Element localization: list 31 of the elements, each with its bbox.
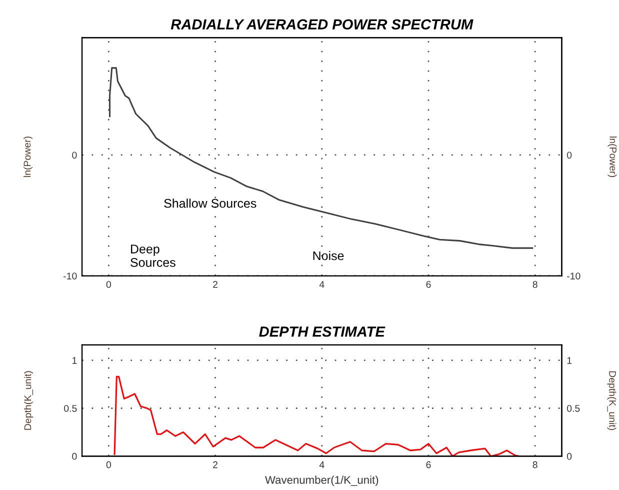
y-tick-label: 0.5	[64, 404, 77, 412]
y-tick-label: 1	[72, 357, 77, 364]
y2-tick-label: 0.5	[566, 404, 580, 412]
y2-tick-label: 1	[567, 357, 572, 364]
x-tick-label: 6	[426, 280, 431, 288]
x-tick-label: 8	[532, 461, 538, 468]
chart-title: RADIALLY AVERAGED POWER SPECTRUM	[170, 19, 474, 30]
line-series	[114, 376, 520, 456]
y2-axis-title: Depth(K_unit)	[607, 371, 616, 430]
x-tick-label: 8	[532, 280, 538, 288]
y-tick-label: 0	[72, 452, 77, 460]
annotation: Shallow Sources	[164, 198, 256, 208]
chart-title: DEPTH ESTIMATE	[259, 326, 386, 337]
y2-tick-label: -10	[567, 272, 580, 280]
x-tick-label: 4	[319, 281, 324, 288]
y-tick-label: 0	[72, 152, 77, 159]
y-tick-label: -10	[64, 272, 77, 280]
y2-axis-title: ln(Power)	[608, 136, 617, 177]
annotation: Noise	[313, 250, 344, 260]
x-tick-label: 4	[319, 461, 324, 468]
x-tick-label: 2	[213, 461, 218, 468]
x-axis-title: Wavenumber(1/K_unit)	[265, 476, 378, 486]
y2-tick-label: 0	[566, 152, 572, 159]
y2-tick-label: 0	[566, 452, 572, 460]
x-tick-label: 0	[106, 280, 111, 288]
y-axis-title: ln(Power)	[23, 136, 33, 177]
x-tick-label: 2	[213, 280, 218, 288]
x-tick-label: 6	[426, 461, 431, 468]
y-axis-title: Depth(K_unit)	[24, 371, 34, 430]
x-tick-label: 0	[106, 461, 111, 468]
annotation: Deep Sources	[130, 244, 176, 267]
